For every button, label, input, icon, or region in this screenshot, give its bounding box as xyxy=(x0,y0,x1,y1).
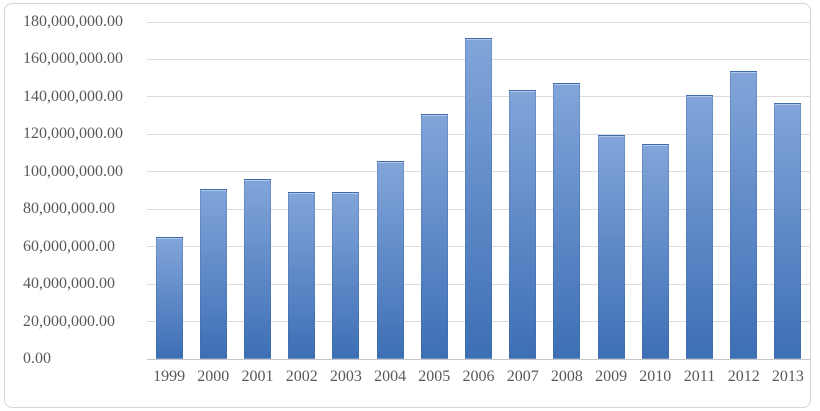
y-tick-label: 80,000,000.00 xyxy=(23,200,115,218)
x-tick-label: 2001 xyxy=(241,368,274,385)
x-tick-label: 2006 xyxy=(462,368,495,385)
bar-2010[interactable] xyxy=(641,143,669,359)
bar-2012[interactable] xyxy=(730,70,758,359)
gridline xyxy=(147,21,810,23)
x-tick-label: 2012 xyxy=(727,368,760,385)
x-tick-label: 2013 xyxy=(771,368,804,385)
bar-2007[interactable] xyxy=(509,90,537,359)
x-tick-label: 2004 xyxy=(374,368,407,385)
x-tick-label: 2005 xyxy=(418,368,451,385)
bar-2001[interactable] xyxy=(244,179,271,359)
x-tick-label: 2000 xyxy=(197,368,230,385)
y-tick-label: 40,000,000.00 xyxy=(23,275,115,293)
x-axis-line xyxy=(147,358,810,360)
bar-2002[interactable] xyxy=(288,192,316,359)
y-tick-label: 120,000,000.00 xyxy=(23,125,123,143)
bar-2008[interactable] xyxy=(553,82,581,359)
x-tick-label: 2011 xyxy=(683,368,716,385)
x-tick-label: 1999 xyxy=(153,368,186,385)
bar-2006[interactable] xyxy=(465,37,492,359)
y-tick-label: 20,000,000.00 xyxy=(23,312,115,330)
x-tick-label: 2009 xyxy=(595,368,628,385)
x-tick-label: 2008 xyxy=(550,368,583,385)
y-tick-label: 180,000,000.00 xyxy=(23,13,123,30)
bar-2000[interactable] xyxy=(199,188,227,359)
bar-1999[interactable] xyxy=(155,237,183,359)
y-tick-label: 60,000,000.00 xyxy=(23,237,115,255)
y-tick-label: 100,000,000.00 xyxy=(23,162,123,180)
bar-2003[interactable] xyxy=(332,192,360,359)
bar-2005[interactable] xyxy=(420,113,448,359)
x-tick-label: 2003 xyxy=(329,368,362,385)
y-tick-label: 0.00 xyxy=(23,350,51,367)
bar-2011[interactable] xyxy=(686,95,713,359)
x-tick-label: 2007 xyxy=(506,368,539,385)
bar-2013[interactable] xyxy=(774,103,802,359)
y-tick-label: 160,000,000.00 xyxy=(23,50,123,68)
y-tick-label: 140,000,000.00 xyxy=(23,87,123,105)
x-tick-label: 2002 xyxy=(285,368,318,385)
x-tick-label: 2010 xyxy=(639,368,672,385)
bar-2009[interactable] xyxy=(597,135,625,359)
bar-2004[interactable] xyxy=(376,160,404,359)
